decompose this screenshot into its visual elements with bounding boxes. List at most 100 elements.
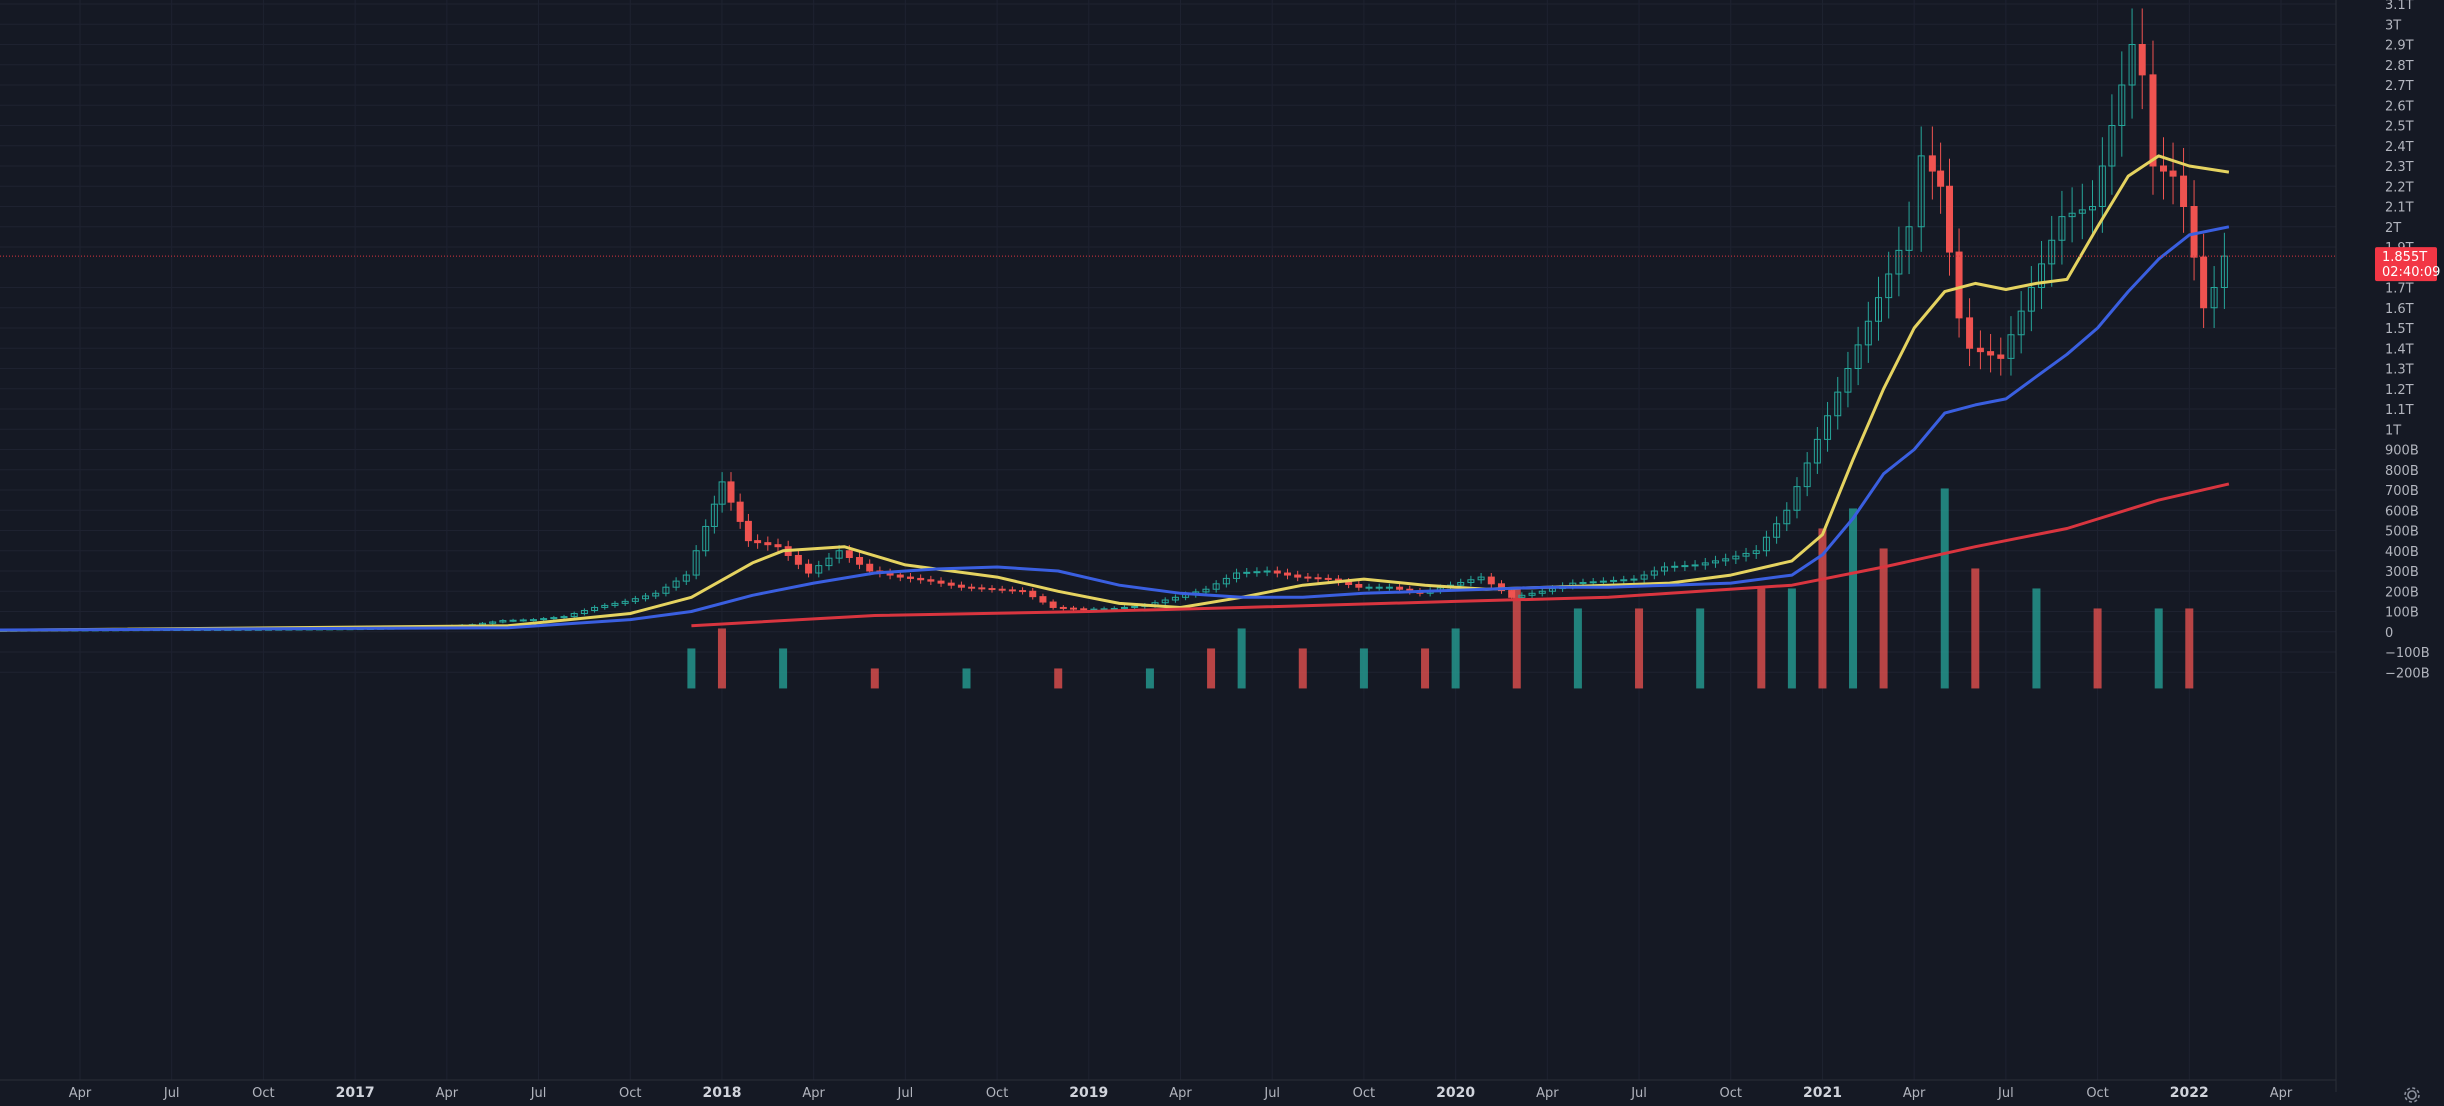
volume-bar <box>1145 668 1154 689</box>
price-tick-label: 1.3T <box>2385 363 2414 378</box>
candle-up <box>2058 216 2066 241</box>
candle-up <box>1610 579 1618 582</box>
candle-up <box>1732 555 1740 560</box>
candle-down <box>794 554 802 565</box>
price-tick-label: 600B <box>2385 504 2419 519</box>
candle-down <box>947 582 955 586</box>
candle-down <box>1396 586 1404 590</box>
price-tick-label: −200B <box>2385 666 2430 681</box>
candle-up <box>1722 558 1730 562</box>
time-tick-label: Oct <box>986 1086 1008 1101</box>
candle-up <box>601 604 609 608</box>
candle-down <box>1966 317 1974 349</box>
candle-up <box>529 619 537 622</box>
candle-down <box>2169 170 2177 177</box>
candle-down <box>906 576 914 579</box>
candle-up <box>2210 287 2218 309</box>
candle-down <box>866 563 874 572</box>
current-price-tag-bg <box>2375 247 2437 282</box>
chart-settings-gear-icon[interactable] <box>2404 1087 2420 1103</box>
price-tick-label: 2.9T <box>2385 39 2414 54</box>
candle-up <box>1895 249 1903 275</box>
candle-up <box>1691 564 1699 567</box>
candle-up <box>611 602 619 606</box>
candle-down <box>1039 596 1047 603</box>
candle-down <box>1008 589 1016 592</box>
volume-bar <box>1237 628 1246 689</box>
candle-down <box>988 588 996 591</box>
price-tick-label: 2T <box>2385 221 2401 236</box>
candle-up <box>2027 287 2035 312</box>
candle-down <box>1283 572 1291 576</box>
candle-down <box>1324 577 1332 580</box>
candle-up <box>1243 571 1251 574</box>
ma-line-3 <box>691 482 2230 628</box>
time-tick-label: Oct <box>619 1086 641 1101</box>
time-tick-label: 2017 <box>336 1085 375 1101</box>
volume-bar <box>1421 648 1430 689</box>
time-tick-label: Oct <box>2086 1086 2108 1101</box>
time-tick-label: Apr <box>2270 1086 2293 1101</box>
candle-up <box>1253 571 1261 574</box>
time-tick-label: Apr <box>69 1086 92 1101</box>
candle-down <box>1029 590 1037 598</box>
candle-down <box>856 557 864 565</box>
price-tick-label: 2.1T <box>2385 201 2414 216</box>
volume-bar <box>1971 568 1980 689</box>
price-tick-label: 2.2T <box>2385 180 2414 195</box>
candle-up <box>1885 273 1893 299</box>
time-tick-label: 2019 <box>1069 1085 1108 1101</box>
candle-up <box>1599 580 1607 583</box>
price-tick-label: 2.7T <box>2385 79 2414 94</box>
candle-up <box>1589 581 1597 584</box>
candle-up <box>2068 212 2076 218</box>
volume-bar <box>1696 608 1705 689</box>
time-tick-label: Jul <box>1263 1086 1280 1101</box>
candle-up <box>1752 550 1760 554</box>
candle-up <box>1671 565 1679 568</box>
price-tick-label: 1.1T <box>2385 403 2414 418</box>
price-tick-label: −100B <box>2385 646 2430 661</box>
volume-bar <box>687 648 696 689</box>
candle-down <box>2190 206 2198 258</box>
price-tick-label: 2.5T <box>2385 120 2414 135</box>
price-tick-label: 1T <box>2385 423 2401 438</box>
candle-down <box>968 586 976 589</box>
time-tick-label: Oct <box>1353 1086 1375 1101</box>
volume-bar <box>1207 648 1216 689</box>
volume-bar <box>1787 588 1796 689</box>
time-tick-label: Jul <box>163 1086 180 1101</box>
candle-up <box>1762 536 1770 552</box>
time-axis: Apr Jul Oct 2017 Apr Jul Oct 2018 Apr Jul Oct 2019 A… <box>69 1085 2293 1101</box>
candle-up <box>1233 572 1241 579</box>
volume-bar <box>2032 588 2041 689</box>
candle-up <box>672 580 680 588</box>
candle-down <box>1273 570 1281 574</box>
price-tick-label: 1.6T <box>2385 302 2414 317</box>
volume-bar <box>1879 548 1888 689</box>
volume-bar <box>717 628 726 689</box>
candle-up <box>519 619 527 622</box>
candle-up <box>1222 577 1230 585</box>
time-tick-label: Apr <box>1169 1086 1192 1101</box>
time-tick-label: Oct <box>1720 1086 1742 1101</box>
candle-down <box>978 587 986 590</box>
candle-down <box>957 584 965 588</box>
time-tick-label: Apr <box>802 1086 825 1101</box>
candle-down <box>937 580 945 584</box>
candle-up <box>1579 581 1587 584</box>
candle-up <box>1212 583 1220 590</box>
candle-up <box>1630 578 1638 581</box>
candle-up <box>702 525 710 552</box>
candle-up <box>2048 239 2056 265</box>
candle-down <box>1928 155 1936 172</box>
candle-down <box>1946 185 1954 253</box>
candle-up <box>1202 588 1210 593</box>
price-tick-label: 0 <box>2385 626 2393 641</box>
candle-up <box>1263 570 1271 573</box>
candle-up <box>2108 125 2116 167</box>
price-tick-label: 2.8T <box>2385 59 2414 74</box>
candle-down <box>2159 165 2167 172</box>
candle-down <box>1508 590 1516 598</box>
